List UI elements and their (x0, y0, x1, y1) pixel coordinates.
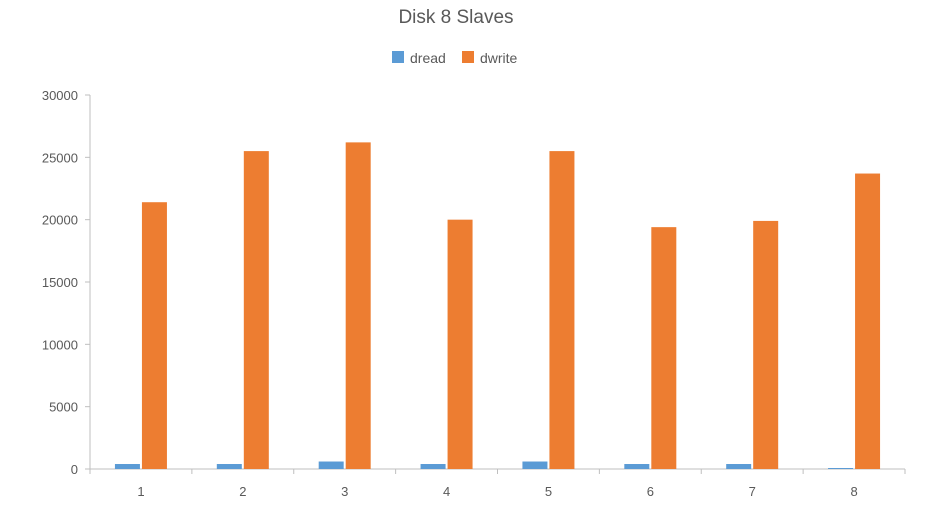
x-tick-label: 3 (341, 484, 348, 499)
y-tick-label: 10000 (42, 337, 78, 352)
bar-dread-3 (318, 461, 344, 469)
bar-dread-8 (828, 468, 854, 469)
bar-dread-6 (624, 464, 650, 469)
bar-dwrite-7 (753, 220, 779, 469)
x-tick-label: 8 (850, 484, 857, 499)
bars (114, 142, 881, 470)
y-tick-label: 25000 (42, 150, 78, 165)
x-tick-label: 5 (545, 484, 552, 499)
y-tick-label: 30000 (42, 88, 78, 103)
legend-swatch-dwrite (462, 51, 474, 63)
bar-dwrite-2 (243, 151, 269, 469)
bar-dread-2 (216, 464, 242, 469)
bar-dwrite-5 (549, 151, 575, 469)
legend: dread dwrite (392, 50, 518, 66)
legend-label-dread: dread (410, 50, 446, 66)
bar-dwrite-6 (651, 227, 677, 469)
bar-dwrite-4 (447, 219, 473, 469)
bar-dwrite-8 (855, 173, 881, 470)
x-tick-label: 7 (749, 484, 756, 499)
bar-dread-5 (522, 461, 548, 469)
bar-dwrite-1 (141, 202, 167, 470)
chart-title: Disk 8 Slaves (398, 7, 513, 28)
x-tick-label: 6 (647, 484, 654, 499)
x-tick-label: 1 (137, 484, 144, 499)
x-axis: 1 2 3 4 5 6 7 8 (89, 468, 906, 499)
y-tick-label: 20000 (42, 213, 78, 228)
x-tick-label: 4 (443, 484, 450, 499)
bar-dread-7 (726, 464, 752, 469)
bar-dread-4 (420, 464, 446, 469)
bar-dwrite-3 (345, 142, 371, 469)
y-tick-label: 5000 (49, 400, 78, 415)
y-tick-label: 15000 (42, 275, 78, 290)
x-tick-label: 2 (239, 484, 246, 499)
legend-swatch-dread (392, 51, 404, 63)
bar-dread-1 (114, 464, 140, 469)
y-tick-label: 0 (71, 462, 78, 477)
y-axis: 0 5000 10000 15000 20000 25000 30000 (42, 88, 91, 477)
legend-label-dwrite: dwrite (480, 50, 518, 66)
